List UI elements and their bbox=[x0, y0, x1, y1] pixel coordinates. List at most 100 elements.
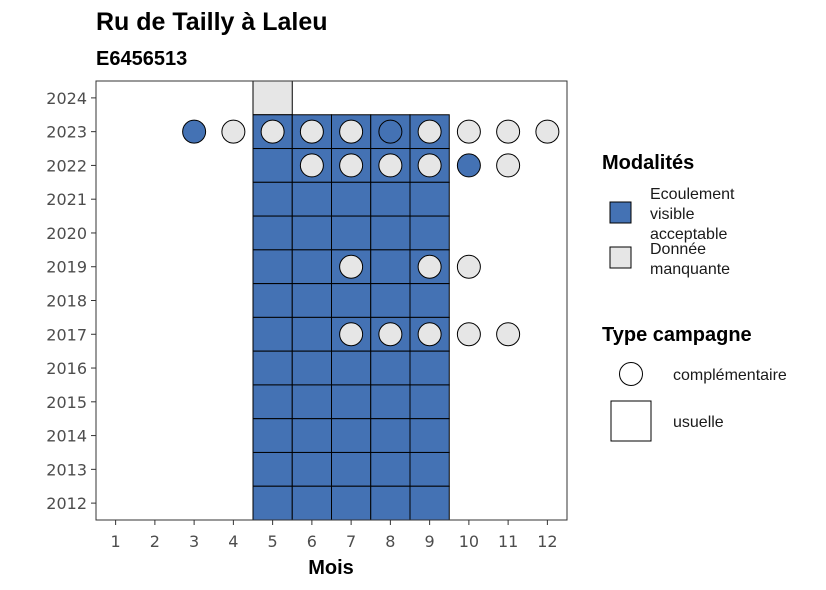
tile-2015-8 bbox=[370, 384, 411, 420]
x-axis: 1 2 3 4 5 6 7 8 9 10 11 12 bbox=[111, 520, 558, 551]
tile-2020-9 bbox=[409, 215, 450, 251]
tile-2015-7 bbox=[331, 384, 372, 420]
x-tick-label-1: 1 bbox=[111, 532, 121, 551]
tile-2014-5 bbox=[252, 418, 293, 453]
y-tick-label-2014: 2014 bbox=[46, 427, 87, 446]
tile-2020-6 bbox=[291, 215, 332, 251]
tile-2019-8 bbox=[370, 249, 411, 285]
x-tick-label-8: 8 bbox=[385, 532, 395, 551]
tile-2013-7 bbox=[331, 451, 372, 487]
point-2017-11 bbox=[496, 322, 521, 347]
tile-2012-6 bbox=[291, 485, 332, 521]
point-2019-10 bbox=[456, 254, 481, 279]
tile-2016-8 bbox=[370, 350, 411, 386]
tile-2021-9 bbox=[409, 181, 450, 217]
chart-subtitle: E6456513 bbox=[96, 48, 187, 70]
x-tick-label-3: 3 bbox=[189, 532, 199, 551]
point-2023-5 bbox=[260, 119, 285, 144]
chart-title: Ru de Tailly à Laleu bbox=[96, 8, 328, 36]
point-2019-7 bbox=[339, 254, 364, 279]
point-2022-11 bbox=[496, 153, 521, 178]
point-2017-7 bbox=[339, 322, 364, 347]
legend-label-ecoulement: Ecoulement visible acceptable bbox=[650, 186, 735, 243]
tile-2017-6 bbox=[291, 316, 332, 352]
tile-2013-6 bbox=[291, 451, 332, 487]
point-2022-7 bbox=[339, 153, 364, 178]
tile-2021-5 bbox=[252, 181, 293, 217]
legend-key-manquante bbox=[609, 246, 632, 269]
tile-2020-8 bbox=[370, 215, 411, 251]
point-2023-9 bbox=[417, 119, 442, 144]
point-layer bbox=[182, 119, 560, 347]
point-2022-6 bbox=[299, 153, 324, 178]
x-tick-label-11: 11 bbox=[498, 532, 518, 551]
y-tick-label-2023: 2023 bbox=[46, 123, 87, 142]
point-2017-10 bbox=[456, 322, 481, 347]
tile-2012-9 bbox=[409, 485, 450, 521]
x-tick-label-6: 6 bbox=[307, 532, 317, 551]
tile-2012-8 bbox=[370, 485, 411, 521]
x-tick-label-12: 12 bbox=[537, 532, 557, 551]
tile-2014-8 bbox=[370, 418, 411, 453]
tile-2018-9 bbox=[409, 283, 450, 318]
legend: Modalités Ecoulement visible acceptableDon… bbox=[602, 152, 787, 442]
tile-2016-9 bbox=[409, 350, 450, 386]
y-tick-label-2018: 2018 bbox=[46, 292, 87, 311]
legend-campagne: complémentaire usuelle bbox=[610, 362, 787, 442]
tile-2018-5 bbox=[252, 283, 293, 318]
tile-2012-5 bbox=[252, 485, 293, 521]
tile-2014-9 bbox=[409, 418, 450, 453]
point-2022-10 bbox=[456, 153, 481, 178]
y-tick-label-2015: 2015 bbox=[46, 393, 87, 412]
y-tick-label-2012: 2012 bbox=[46, 494, 87, 513]
tile-2015-6 bbox=[291, 384, 332, 420]
point-2023-12 bbox=[535, 119, 560, 144]
point-2023-8 bbox=[378, 119, 403, 144]
y-tick-label-2019: 2019 bbox=[46, 258, 87, 277]
point-2017-8 bbox=[378, 322, 403, 347]
x-tick-label-7: 7 bbox=[346, 532, 356, 551]
legend-key-complementaire bbox=[619, 362, 643, 386]
point-2023-11 bbox=[496, 119, 521, 144]
legend-key-usuelle bbox=[610, 400, 652, 442]
tile-2015-9 bbox=[409, 384, 450, 420]
y-tick-label-2022: 2022 bbox=[46, 156, 87, 175]
legend-campagne-title: Type campagne bbox=[602, 324, 752, 346]
tile-2013-5 bbox=[252, 451, 293, 487]
tile-2018-6 bbox=[291, 283, 332, 318]
tile-2020-5 bbox=[252, 215, 293, 251]
point-2023-7 bbox=[339, 119, 364, 144]
tile-2013-9 bbox=[409, 451, 450, 487]
tile-2022-5 bbox=[252, 148, 293, 183]
point-2023-4 bbox=[221, 119, 246, 144]
x-tick-label-2: 2 bbox=[150, 532, 160, 551]
tile-2016-7 bbox=[331, 350, 372, 386]
y-tick-label-2016: 2016 bbox=[46, 359, 87, 378]
tile-2012-7 bbox=[331, 485, 372, 521]
x-axis-title: Mois bbox=[308, 557, 354, 579]
tile-2018-7 bbox=[331, 283, 372, 318]
y-tick-label-2013: 2013 bbox=[46, 460, 87, 479]
tile-2019-5 bbox=[252, 249, 293, 285]
x-tick-label-10: 10 bbox=[459, 532, 479, 551]
x-tick-label-4: 4 bbox=[228, 532, 238, 551]
tile-2018-8 bbox=[370, 283, 411, 318]
legend-label-complementaire: complémentaire bbox=[673, 367, 787, 384]
y-tick-label-2021: 2021 bbox=[46, 190, 87, 209]
point-2019-9 bbox=[417, 254, 442, 279]
y-tick-label-2020: 2020 bbox=[46, 224, 87, 243]
point-2022-9 bbox=[417, 153, 442, 178]
tile-2016-6 bbox=[291, 350, 332, 386]
point-2022-8 bbox=[378, 153, 403, 178]
point-2017-9 bbox=[417, 322, 442, 347]
legend-key-ecoulement bbox=[609, 201, 632, 224]
tile-2014-6 bbox=[291, 418, 332, 453]
legend-modalites-title: Modalités bbox=[602, 152, 694, 174]
y-tick-label-2024: 2024 bbox=[46, 89, 87, 108]
x-tick-label-5: 5 bbox=[268, 532, 278, 551]
legend-label-manquante: Donnée manquante bbox=[650, 241, 730, 278]
legend-label-usuelle: usuelle bbox=[673, 414, 724, 431]
tile-2021-8 bbox=[370, 181, 411, 217]
